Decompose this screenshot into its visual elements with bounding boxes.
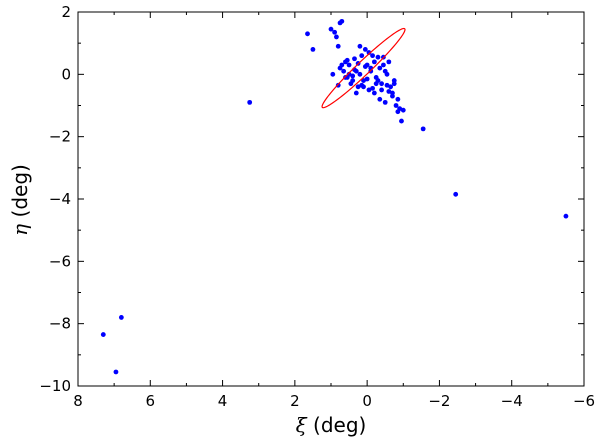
y-tick-label: −10 [39,377,71,395]
data-point [350,78,356,83]
y-tick-label: −2 [49,128,71,146]
data-point [453,191,459,197]
data-point [371,90,377,96]
x-tick-label: 4 [218,392,228,410]
data-point [379,81,384,87]
data-point [310,47,316,52]
data-point [335,43,341,49]
x-tick-label: −2 [428,392,450,410]
data-point [361,78,366,83]
data-point [364,76,370,82]
data-point [381,62,386,68]
y-axis-unit: (deg) [8,164,32,224]
data-point [100,332,106,337]
data-point [353,90,359,96]
data-point [373,81,379,87]
data-point [395,109,401,115]
data-point [359,82,365,88]
data-point [370,53,375,59]
x-axis-symbol: ξ [296,413,308,437]
data-point [400,107,406,113]
data-point [375,54,381,60]
plot-area [100,18,569,375]
data-point [382,99,388,105]
data-point [393,103,399,108]
data-point [377,96,383,102]
x-tick-label: −4 [501,392,523,410]
data-point [357,71,363,77]
data-point [386,89,392,94]
data-point [371,59,377,65]
x-tick-label: 0 [362,392,372,410]
data-point [399,118,404,124]
y-axis-symbol: η [8,224,32,236]
data-point [350,73,356,79]
data-point [332,29,338,35]
axes-frame [77,11,585,387]
x-tick-label: 6 [146,392,156,410]
data-point [390,90,395,96]
data-point [366,50,372,55]
data-point [339,18,345,24]
data-point [362,47,368,52]
y-tick-label: 0 [61,65,71,83]
data-point [346,62,352,68]
y-tick-label: 2 [61,3,71,21]
data-point [362,64,368,69]
data-point [384,82,390,88]
data-point [339,62,345,68]
y-tick-label: −8 [49,315,71,333]
data-point [247,99,253,105]
data-point [346,71,352,77]
data-point [344,57,350,63]
data-point [352,56,357,62]
data-point [359,53,365,59]
data-point [357,43,363,49]
x-tick-label: 8 [73,392,83,410]
data-point [305,31,310,37]
x-tick-label: −6 [573,392,595,410]
data-point [391,81,397,87]
data-point [355,84,361,90]
data-point [379,87,384,93]
data-point [328,26,334,32]
confidence-ellipse [321,27,406,109]
data-point [118,315,124,320]
x-tick-label: 2 [290,392,300,410]
data-point [334,34,339,40]
y-tick-label: −6 [49,252,71,270]
data-point [382,68,388,74]
data-point [366,87,372,93]
y-tick-label: −4 [49,190,71,208]
x-axis-label: ξ (deg) [296,413,367,437]
data-point [377,65,383,71]
data-point [330,71,336,77]
data-point [388,84,394,90]
axes: 8 6 4 2 0 −2 −4 −6 2 0 −2 −4 −6 −8 −10 [39,3,595,410]
data-point [341,68,347,74]
y-axis-label: η (deg) [8,164,32,236]
data-point [113,369,119,375]
data-point [386,59,392,65]
data-point [420,126,426,132]
x-axis-unit: (deg) [307,413,367,437]
data-point [395,96,401,102]
data-point [370,85,375,91]
data-point [563,213,569,219]
